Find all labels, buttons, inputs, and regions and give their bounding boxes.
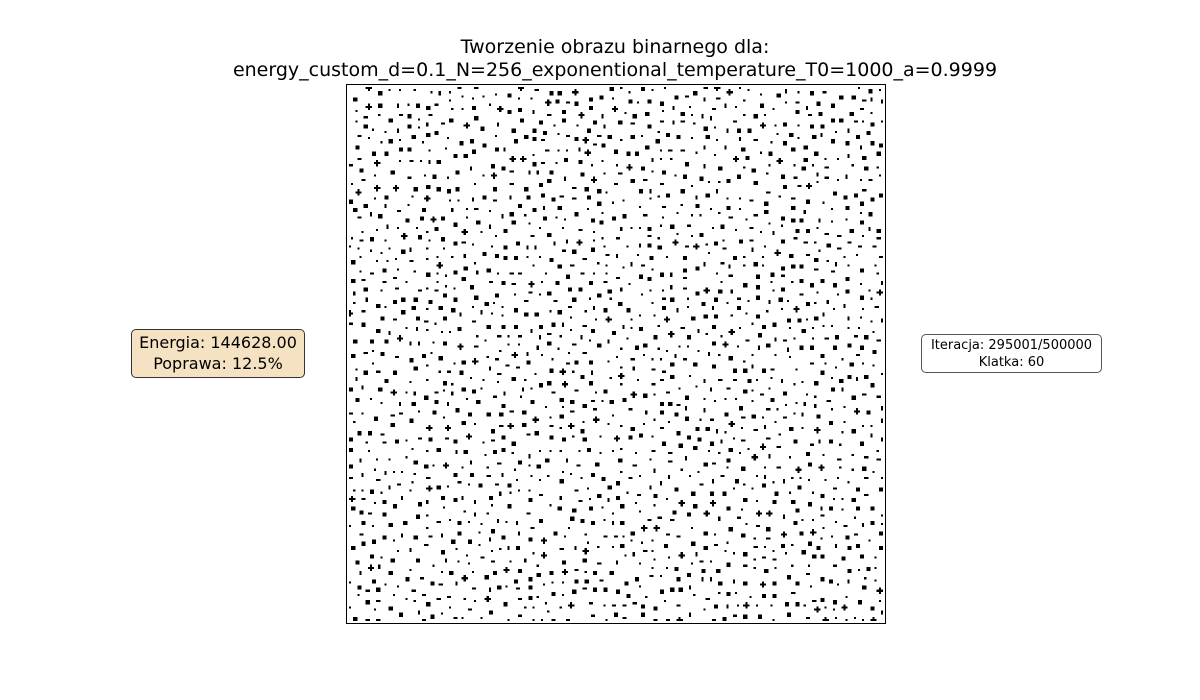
- chart-subtitle: energy_custom_d=0.1_N=256_exponentional_…: [232, 59, 998, 81]
- chart-title: Tworzenie obrazu binarnego dla:: [460, 36, 770, 58]
- energy-info-box: Energia: 144628.00 Poprawa: 12.5%: [131, 329, 305, 378]
- improvement-label: Poprawa: 12.5%: [153, 354, 283, 373]
- frame-label: Klatka: 60: [978, 355, 1045, 370]
- energy-label: Energia: 144628.00: [139, 333, 297, 352]
- iteration-label: Iteracja: 295001/500000: [930, 338, 1093, 353]
- binary-image-canvas: [349, 87, 883, 621]
- iteration-info-box: Iteracja: 295001/500000 Klatka: 60: [921, 334, 1102, 373]
- chart-title-block: Tworzenie obrazu binarnego dla: energy_c…: [0, 36, 1200, 82]
- binary-image-plot: [346, 84, 886, 624]
